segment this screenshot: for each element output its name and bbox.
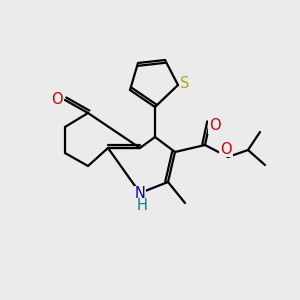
Text: H: H <box>136 199 147 214</box>
Text: O: O <box>220 142 232 157</box>
Text: O: O <box>51 92 63 107</box>
Text: O: O <box>209 118 221 134</box>
Text: N: N <box>135 187 146 202</box>
Text: S: S <box>180 76 190 91</box>
